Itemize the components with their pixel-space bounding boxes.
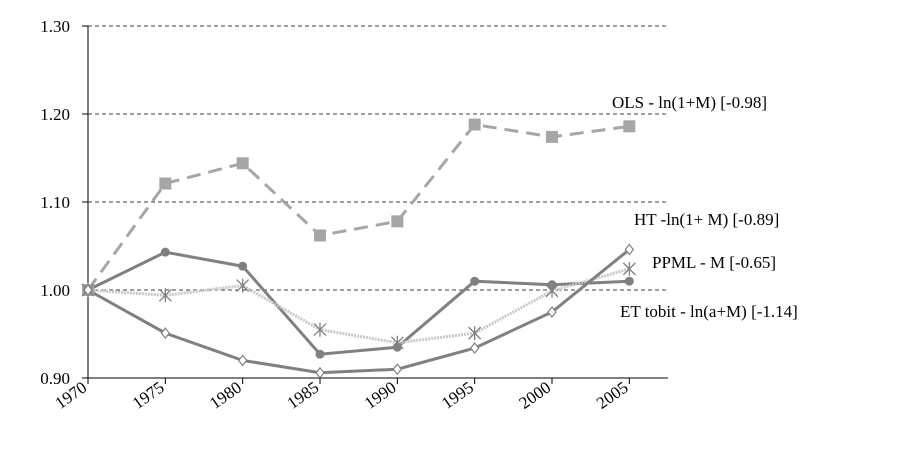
marker [236, 278, 250, 293]
series-line [87, 267, 630, 345]
x-tick-label: 1980 [206, 378, 245, 413]
series-label: ET tobit - ln(a+M) [-1.14] [620, 302, 798, 321]
x-tick-label: 1990 [361, 378, 400, 413]
x-tick-label: 1985 [284, 378, 323, 413]
marker [390, 335, 404, 350]
marker [546, 130, 558, 143]
marker [391, 215, 404, 228]
marker [468, 326, 482, 341]
x-tick-label: 1995 [438, 378, 477, 413]
marker [470, 276, 480, 286]
marker [315, 366, 325, 379]
y-tick-label: 1.20 [40, 105, 70, 124]
marker [624, 243, 635, 256]
marker [238, 261, 248, 271]
marker [236, 157, 249, 170]
series-label: PPML - M [-0.65] [652, 253, 776, 272]
marker [468, 118, 481, 131]
y-tick-label: 1.00 [40, 281, 70, 300]
marker [83, 284, 93, 296]
x-tick-label: 2000 [516, 378, 555, 413]
series-line [87, 250, 630, 356]
y-tick-label: 0.90 [40, 369, 70, 388]
series-label: OLS - ln(1+M) [-0.98] [612, 93, 767, 112]
marker [159, 177, 172, 190]
series-line [86, 122, 630, 291]
y-tick-label: 1.10 [40, 193, 70, 212]
series-line [87, 248, 631, 375]
y-tick-label: 1.30 [40, 17, 70, 36]
marker [314, 229, 326, 242]
marker [469, 342, 480, 355]
series-label: HT -ln(1+ M) [-0.89] [634, 210, 779, 229]
marker [160, 247, 170, 257]
x-tick-label: 2005 [593, 378, 632, 413]
marker [158, 288, 172, 303]
marker [392, 363, 403, 376]
marker [315, 349, 325, 359]
marker [237, 354, 248, 367]
x-tick-label: 1975 [129, 378, 168, 413]
marker [545, 283, 559, 298]
marker [624, 276, 634, 286]
marker [160, 327, 171, 340]
marker [622, 261, 636, 276]
marker [547, 306, 557, 318]
marker [623, 120, 636, 133]
marker [313, 322, 327, 337]
